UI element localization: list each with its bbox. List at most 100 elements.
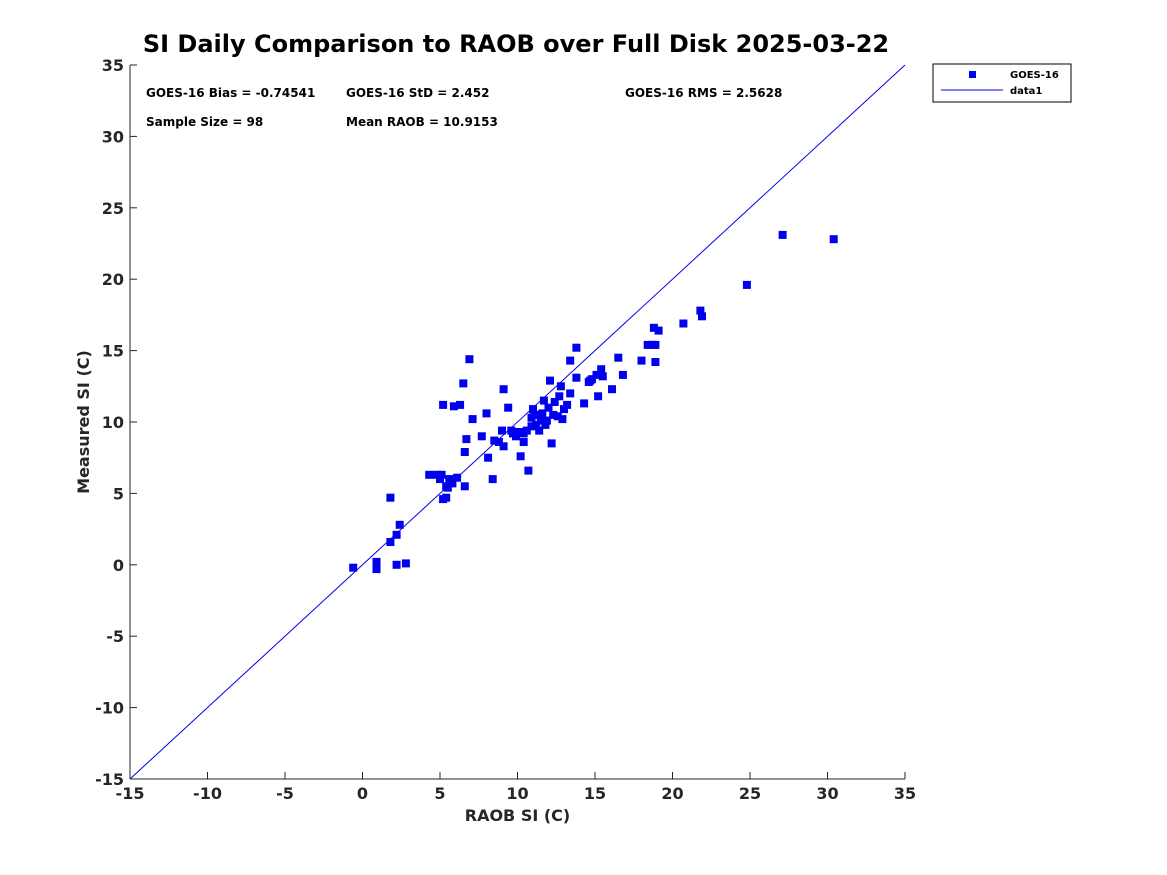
x-tick-label: 10	[506, 784, 528, 803]
data-point	[527, 422, 536, 431]
legend-square-marker-icon	[969, 71, 976, 78]
data-point	[560, 405, 568, 414]
data-point	[742, 280, 751, 289]
y-tick-label: 15	[102, 342, 124, 361]
data-point	[651, 340, 660, 349]
data-point	[608, 385, 616, 394]
x-tick-label: -15	[116, 784, 145, 803]
data-point	[558, 415, 567, 424]
y-tick-label: 30	[102, 127, 124, 146]
x-axis-label: RAOB SI (C)	[465, 806, 570, 825]
data-point	[651, 358, 660, 366]
data-point	[516, 452, 525, 461]
data-point	[532, 420, 541, 429]
data-point	[549, 410, 558, 419]
rms-annotation: GOES-16 RMS = 2.5628	[625, 86, 782, 100]
data-point	[372, 557, 381, 566]
x-tick-label: 0	[357, 784, 368, 803]
data-point	[456, 400, 465, 409]
y-tick-label: -10	[95, 699, 124, 718]
data-point	[460, 448, 469, 456]
data-point	[462, 435, 471, 444]
y-axis-label: Measured SI (C)	[74, 350, 93, 494]
data-point	[637, 356, 646, 365]
data-point	[572, 373, 581, 382]
y-tick-label: 0	[113, 556, 124, 575]
data-point	[594, 392, 603, 401]
y-tick-label: -5	[106, 627, 124, 646]
x-tick-label: 5	[434, 784, 445, 803]
data-point	[490, 436, 499, 445]
y-tick-label: 25	[102, 199, 124, 218]
data-point	[439, 400, 448, 409]
data-point	[395, 520, 404, 529]
data-point	[484, 453, 493, 462]
data-point	[499, 442, 508, 451]
data-point	[698, 312, 706, 321]
x-tick-label: -10	[193, 784, 222, 803]
data-point	[553, 412, 562, 421]
x-tick-label: 20	[661, 784, 683, 803]
sample-size-annotation: Sample Size = 98	[146, 115, 263, 129]
data-point	[425, 470, 434, 479]
legend-label-data1: data1	[1010, 86, 1042, 97]
data-point	[536, 416, 545, 425]
data-point	[445, 475, 454, 484]
data-point	[499, 385, 508, 394]
data-point	[566, 356, 575, 365]
data-point	[618, 370, 627, 379]
data-point	[566, 389, 575, 398]
data-point	[459, 379, 468, 388]
x-tick-label: 30	[816, 784, 838, 803]
data-point	[477, 432, 486, 441]
data-point	[829, 235, 838, 244]
data-point	[529, 405, 537, 414]
data-point	[468, 415, 477, 424]
y-tick-label: -15	[95, 770, 124, 789]
data-point	[778, 230, 787, 239]
data-point	[555, 392, 564, 401]
data-point	[519, 438, 528, 446]
std-annotation: GOES-16 StD = 2.452	[346, 86, 489, 100]
data-point	[488, 475, 497, 484]
data-point	[436, 475, 444, 484]
data-point	[649, 323, 658, 332]
x-tick-label: 35	[894, 784, 916, 803]
data-point	[460, 482, 469, 491]
data-point	[442, 493, 451, 502]
data-point	[597, 365, 606, 374]
data-point	[538, 409, 547, 418]
data-point	[546, 376, 554, 385]
data-point	[386, 538, 395, 546]
y-tick-label: 5	[113, 484, 124, 503]
data-point	[504, 403, 513, 412]
data-point	[432, 470, 441, 479]
data-point	[349, 563, 358, 572]
data-point	[386, 493, 395, 502]
data-point	[550, 398, 559, 406]
data-point	[586, 376, 595, 385]
data-point	[498, 426, 506, 435]
data-point	[392, 560, 401, 569]
data-point	[453, 473, 462, 482]
data-point	[556, 382, 565, 391]
data-point	[696, 306, 705, 315]
data-point	[643, 340, 652, 349]
bias-annotation: GOES-16 Bias = -0.74541	[146, 86, 315, 100]
data-point	[654, 326, 663, 335]
data-point	[679, 319, 688, 328]
legend-label-goes16: GOES-16	[1010, 70, 1059, 81]
data-point	[443, 483, 452, 492]
x-tick-label: 15	[584, 784, 606, 803]
data-point	[535, 426, 544, 435]
data-point	[372, 565, 381, 574]
data-point	[542, 416, 551, 425]
data-point	[563, 400, 572, 409]
mean-raob-annotation: Mean RAOB = 10.9153	[346, 115, 498, 129]
identity-line	[129, 64, 906, 780]
data-point	[465, 355, 474, 364]
y-tick-label: 35	[102, 56, 124, 75]
data-point	[401, 559, 410, 568]
data-point	[614, 353, 623, 362]
data-point	[544, 403, 553, 412]
